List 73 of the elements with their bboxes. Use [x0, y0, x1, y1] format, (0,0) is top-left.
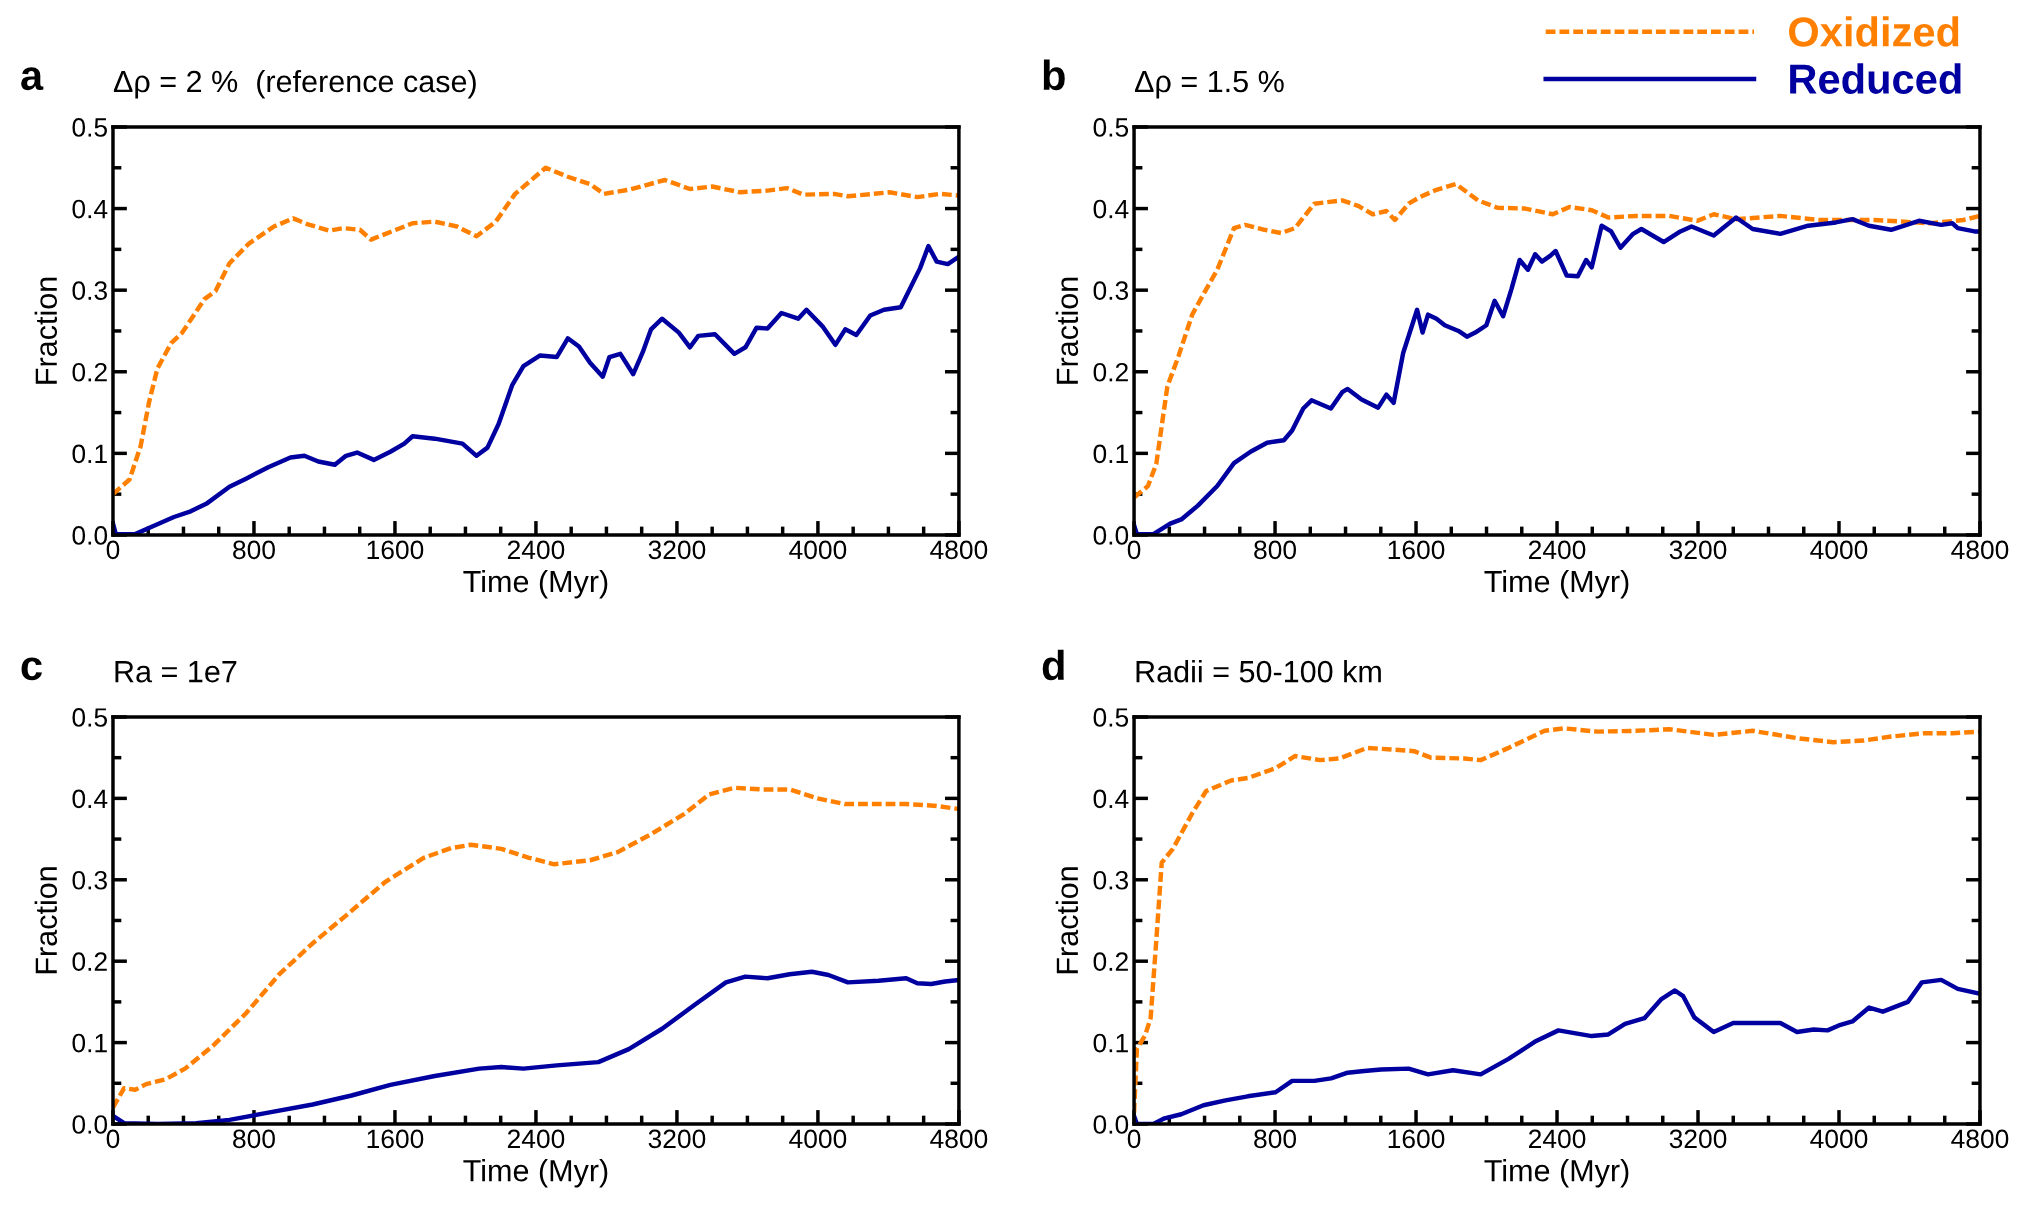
x-axis-title: Time (Myr) — [1484, 569, 1629, 599]
x-tick-label: 1600 — [1388, 540, 1445, 560]
x-axis-title: Time (Myr) — [1484, 1159, 1629, 1188]
x-tick-label: 2400 — [1529, 1129, 1586, 1149]
x-tick-label: 0 — [1127, 1129, 1141, 1149]
y-tick-label: 0.5 — [72, 708, 108, 727]
text: d — [1042, 649, 1064, 681]
y-tick-label: 0.1 — [72, 1033, 107, 1053]
chart-title: Δρ = 1.5 % — [1134, 70, 1284, 99]
x-tick-label: 4800 — [1951, 1129, 2009, 1149]
y-tick-label: 0.0 — [72, 1115, 108, 1134]
legend-label: Reduced — [1790, 63, 1961, 94]
y-tick-label: 0.4 — [72, 199, 108, 219]
x-tick-label: 3200 — [648, 540, 706, 560]
y-tick-label: 0.5 — [72, 118, 108, 137]
y-tick-label: 0.3 — [1093, 281, 1129, 300]
y-tick-label: 0.1 — [72, 444, 107, 464]
y-tick-label: 0.0 — [1093, 526, 1129, 545]
y-tick-label: 0.0 — [72, 526, 108, 545]
x-tick-label: 4800 — [930, 540, 988, 560]
chart-title: Radii = 50-100 km — [1136, 660, 1381, 683]
x-tick-label: 4000 — [1810, 540, 1868, 560]
x-tick-label: 4800 — [1951, 540, 2009, 560]
x-tick-label: 2400 — [507, 540, 565, 560]
y-tick-label: 0.2 — [72, 362, 107, 382]
x-tick-label: 1600 — [367, 1129, 424, 1149]
y-tick-label: 0.4 — [1093, 199, 1129, 219]
x-axis-title: Time (Myr) — [463, 1159, 608, 1188]
y-tick-label: 0.5 — [1093, 708, 1129, 727]
text: a — [21, 67, 44, 91]
text: b — [1043, 59, 1065, 91]
y-tick-label: 0.3 — [1093, 870, 1129, 890]
line-series — [1134, 181, 1980, 500]
text: c — [21, 657, 42, 681]
x-tick-label: 4000 — [789, 540, 847, 560]
x-tick-label: 800 — [1254, 540, 1297, 560]
x-tick-label: 800 — [233, 1129, 275, 1149]
y-axis-title: Fraction — [34, 867, 58, 974]
y-axis-title: Fraction — [34, 277, 58, 384]
y-tick-label: 0.4 — [1093, 789, 1129, 809]
x-tick-label: 3200 — [648, 1129, 706, 1149]
x-tick-label: 800 — [233, 540, 275, 560]
y-tick-label: 0.3 — [72, 870, 107, 890]
x-tick-label: 4800 — [930, 1129, 988, 1149]
y-tick-label: 0.1 — [1093, 444, 1128, 464]
y-tick-label: 0.4 — [72, 789, 108, 809]
x-tick-label: 3200 — [1669, 1129, 1727, 1149]
x-tick-label: 800 — [1254, 1129, 1297, 1149]
x-tick-label: 4000 — [1810, 1129, 1868, 1149]
x-tick-label: 1600 — [367, 540, 424, 560]
y-tick-label: 0.0 — [1093, 1115, 1129, 1134]
line-series — [112, 785, 959, 1110]
x-tick-label: 0 — [106, 1129, 120, 1149]
y-tick-label: 0.2 — [1093, 952, 1128, 972]
y-tick-label: 0.2 — [1093, 362, 1128, 382]
y-tick-label: 0.5 — [1093, 118, 1129, 137]
legend-label: Oxidized — [1789, 16, 1959, 47]
x-tick-label: 3200 — [1669, 540, 1727, 560]
x-tick-label: 0 — [1127, 540, 1141, 560]
x-tick-label: 2400 — [507, 1129, 565, 1149]
x-axis-title: Time (Myr) — [463, 569, 608, 599]
chart-title: Δρ = 2 % (reference case) — [113, 69, 476, 99]
chart-title: Ra = 1e7 — [115, 661, 237, 683]
y-tick-label: 0.2 — [72, 952, 107, 972]
y-axis-title: Fraction — [1055, 277, 1079, 384]
x-tick-label: 0 — [106, 540, 120, 560]
x-tick-label: 1600 — [1388, 1129, 1445, 1149]
y-axis-title: Fraction — [1055, 867, 1079, 974]
x-tick-label: 2400 — [1529, 540, 1586, 560]
y-tick-label: 0.1 — [1093, 1033, 1128, 1053]
line-series — [112, 165, 959, 497]
y-tick-label: 0.3 — [72, 281, 107, 300]
x-tick-label: 4000 — [789, 1129, 847, 1149]
